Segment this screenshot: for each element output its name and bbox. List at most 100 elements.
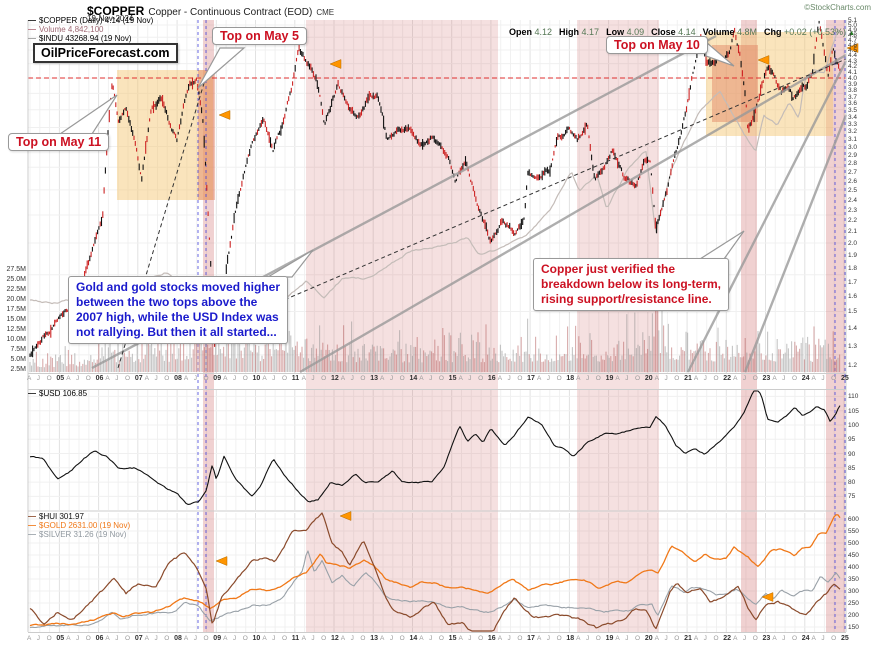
legend-label: $COPPER (Daily) 4.14 (19 Nov) xyxy=(39,16,154,25)
x-axis-month-label: O xyxy=(164,375,170,382)
axis-tick: 1.3 xyxy=(848,342,858,350)
axis-tick: 2.8 xyxy=(848,159,858,167)
x-axis-month-label: J xyxy=(821,375,825,382)
x-axis-month-label: A xyxy=(340,635,346,642)
legend-swatch-icon: — xyxy=(28,512,36,521)
axis-tick: 10.0M xyxy=(6,336,26,343)
x-axis-month-label: A xyxy=(615,375,620,382)
x-axis-month-label: O xyxy=(85,375,91,382)
x-axis-month-label: A xyxy=(733,375,738,382)
x-axis-month-label: J xyxy=(546,635,550,642)
annotation-note-copper-breakdown: Copper just verified the breakdown below … xyxy=(533,258,730,311)
legend-swatch-icon: — xyxy=(28,521,36,530)
left-arrow-icon xyxy=(218,110,231,120)
x-axis-month-label: J xyxy=(742,375,747,382)
axis-tick: 4.0 xyxy=(848,75,858,83)
axis-tick: 2.9 xyxy=(848,151,858,159)
x-axis-month-label: O xyxy=(438,635,444,642)
x-axis-month-label: J xyxy=(389,375,394,382)
x-axis-month-label: J xyxy=(468,375,472,382)
x-axis-year-label: 25 xyxy=(840,635,849,642)
legend-label: $HUI 301.97 xyxy=(39,512,84,521)
x-axis-year-label: 07 xyxy=(134,375,143,382)
axis-tick: 3.7 xyxy=(848,93,858,101)
x-axis-month-label: J xyxy=(75,635,80,642)
x-axis-month-label: J xyxy=(507,635,511,642)
axis-tick: 400 xyxy=(848,564,859,571)
x-axis-month-label: O xyxy=(164,635,170,642)
x-axis-month-label: J xyxy=(232,635,237,642)
x-axis-month-label: A xyxy=(419,375,424,382)
legend-item: — $COPPER (Daily) 4.14 (19 Nov) xyxy=(28,16,153,25)
x-axis-month-label: J xyxy=(664,635,668,642)
x-axis-month-label: J xyxy=(311,635,315,642)
axis-tick: 2.3 xyxy=(848,206,858,214)
x-axis-month-label: J xyxy=(468,635,472,642)
x-axis-month-label: O xyxy=(360,635,366,642)
x-axis-month-label: J xyxy=(115,375,119,382)
x-axis-year-label: 22 xyxy=(723,635,732,642)
x-axis-year-label: 12 xyxy=(330,375,339,382)
x-axis-month-label: A xyxy=(380,375,385,382)
x-axis-month-label: O xyxy=(517,375,523,382)
legend-item: — Volume 4,842,100 xyxy=(28,25,153,34)
axis-tick: 3.6 xyxy=(848,100,858,108)
x-axis-month-label: J xyxy=(429,375,433,382)
x-axis-month-label: O xyxy=(674,375,680,382)
axis-tick: 105 xyxy=(848,407,859,415)
x-axis-month-label: A xyxy=(497,635,503,642)
x-axis-year-label: 20 xyxy=(644,375,653,382)
legend-swatch-icon: — xyxy=(28,25,36,34)
x-axis-month-label: O xyxy=(752,635,758,642)
axis-tick: 350 xyxy=(848,576,859,583)
legend-label: Volume 4,842,100 xyxy=(39,25,104,34)
x-axis-month-label: A xyxy=(654,375,659,382)
chart-title: $COPPER Copper - Continuous Contract (EOD… xyxy=(87,2,334,20)
axis-tick: 5.1 xyxy=(848,17,858,25)
axis-tick: 3.3 xyxy=(848,120,858,128)
axis-tick: 4.1 xyxy=(848,69,858,77)
watermark-oilpriceforecast: OilPriceForecast.com xyxy=(33,43,178,63)
axis-tick: 3.0 xyxy=(848,143,858,151)
quote-label: High xyxy=(559,27,580,37)
axis-tick: 1.7 xyxy=(848,278,858,286)
x-axis-month-label: A xyxy=(693,375,699,382)
left-arrow-icon xyxy=(215,556,228,566)
x-axis-month-label: J xyxy=(782,635,786,642)
x-axis-month-label: A xyxy=(26,635,32,642)
x-axis-month-label: O xyxy=(125,635,131,642)
x-axis-year-label: 05 xyxy=(56,375,65,382)
x-axis-month-label: J xyxy=(664,375,668,382)
quote-value: 4.17 xyxy=(579,27,600,37)
quote-bar: Open 4.12 High 4.17 Low 4.09 Close 4.14 Volu… xyxy=(502,27,855,37)
axis-tick: 150 xyxy=(848,624,859,631)
axis-tick: 2.6 xyxy=(848,177,858,185)
x-axis-month-label: A xyxy=(772,375,777,382)
x-axis-month-label: A xyxy=(772,635,777,642)
x-axis-year-label: 21 xyxy=(684,635,692,642)
x-axis-year-label: 07 xyxy=(134,635,143,642)
legend-swatch-icon: — xyxy=(28,389,36,398)
axis-tick: 80 xyxy=(848,479,856,487)
quote-value: +0.02 (+0.53%) xyxy=(781,27,847,37)
axis-tick: 300 xyxy=(848,588,859,595)
x-axis-month-label: O xyxy=(556,375,562,382)
axis-tick: 250 xyxy=(848,600,859,607)
x-axis-month-label: J xyxy=(585,635,590,642)
left-arrow-icon xyxy=(761,592,774,602)
x-axis-year-label: 23 xyxy=(762,375,771,382)
x-axis-month-label: J xyxy=(272,375,276,382)
ticker-description: Copper - Continuous Contract (EOD) xyxy=(148,7,313,18)
x-axis-year-label: 11 xyxy=(291,375,300,382)
x-axis-month-label: O xyxy=(399,635,405,642)
axis-tick: 2.7 xyxy=(848,168,858,176)
x-axis-month-label: O xyxy=(595,635,601,642)
x-axis-month-label: J xyxy=(154,635,158,642)
x-axis-year-label: 17 xyxy=(527,635,535,642)
x-axis-year-label: 25 xyxy=(840,375,849,382)
x-axis-month-label: J xyxy=(272,635,276,642)
x-axis-month-label: J xyxy=(546,375,550,382)
x-axis-month-label: J xyxy=(36,375,41,382)
axis-tick: 75 xyxy=(848,493,856,501)
x-axis-year-label: 19 xyxy=(605,635,614,642)
